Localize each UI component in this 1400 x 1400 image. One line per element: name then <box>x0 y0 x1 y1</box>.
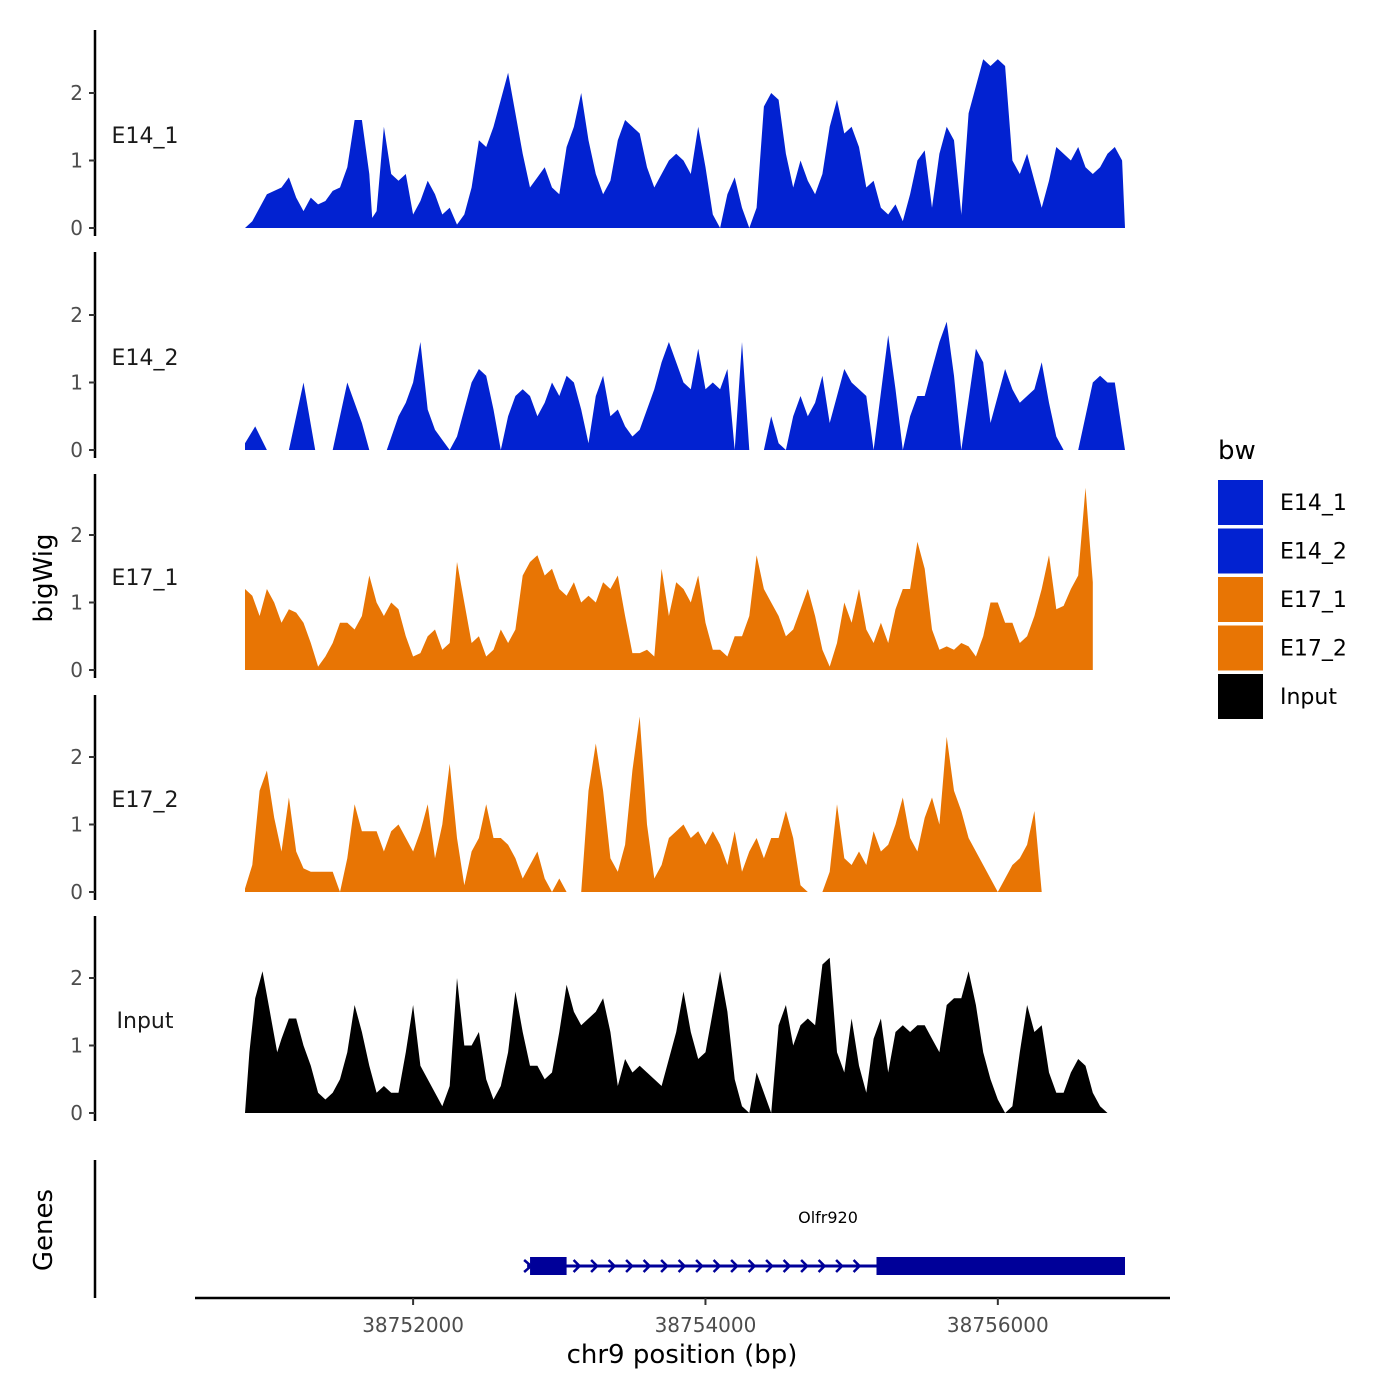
gene-strand-chevron-13 <box>800 1259 809 1273</box>
y-tick-label-E14_1-1: 1 <box>70 149 83 173</box>
area-Input <box>245 957 1108 1113</box>
gene-strand-chevron-4 <box>642 1259 652 1273</box>
area-E17_1 <box>245 487 1093 670</box>
legend-key-E17_2 <box>1218 625 1263 671</box>
gene-strand-chevron-2 <box>607 1259 617 1273</box>
gene-strand-chevron-15 <box>835 1259 844 1273</box>
gene-strand-chevron-10 <box>747 1259 757 1273</box>
y-tick-label-E14_2-2: 2 <box>70 303 83 327</box>
genes-title: Genes <box>29 1189 59 1271</box>
gene-strand-chevron-12 <box>782 1259 792 1273</box>
gene-strand-chevron-7 <box>695 1259 704 1273</box>
gene-strand-chevron-6 <box>677 1259 687 1273</box>
area-E14_1 <box>245 59 1125 228</box>
x-axis-title: chr9 position (bp) <box>567 1340 798 1370</box>
track-label-E14_2: E14_2 <box>112 346 179 371</box>
x-tick-label-38756000: 38756000 <box>947 1313 1049 1337</box>
legend-label-Input: Input <box>1280 685 1337 710</box>
gene-strand-chevron-16 <box>852 1259 862 1273</box>
legend-key-Input <box>1218 674 1263 719</box>
gene-strand-chevron-0 <box>572 1259 582 1273</box>
legend-key-E14_2 <box>1218 528 1263 574</box>
gene-exon-0 <box>530 1257 567 1275</box>
y-tick-label-Input-1: 1 <box>70 1034 83 1058</box>
y-tick-label-E17_2-2: 2 <box>70 745 83 769</box>
track-label-Input: Input <box>117 1009 174 1034</box>
gene-exon-1 <box>876 1257 1125 1275</box>
area-E14_2 <box>245 321 1125 450</box>
y-tick-label-E17_1-0: 0 <box>70 658 83 682</box>
legend-label-E17_1: E17_1 <box>1280 588 1347 613</box>
gene-strand-chevron-11 <box>765 1259 774 1273</box>
y-tick-label-Input-2: 2 <box>70 966 83 990</box>
y-axis-title: bigWig <box>29 533 59 622</box>
y-tick-label-E14_1-2: 2 <box>70 81 83 105</box>
y-tick-label-E14_2-1: 1 <box>70 371 83 395</box>
track-label-E14_1: E14_1 <box>112 124 179 149</box>
gene-strand-chevron-8 <box>712 1259 722 1273</box>
y-tick-label-E14_1-0: 0 <box>70 216 83 240</box>
y-tick-label-Input-0: 0 <box>70 1101 83 1125</box>
legend-title: bw <box>1218 436 1256 466</box>
area-E17_2 <box>245 716 1049 892</box>
gene-strand-chevron-9 <box>730 1259 739 1273</box>
legend-key-E17_1 <box>1218 577 1263 622</box>
y-tick-label-E17_1-1: 1 <box>70 591 83 615</box>
gene-strand-chevron-1 <box>590 1259 599 1273</box>
x-tick-label-38752000: 38752000 <box>362 1313 464 1337</box>
gene-strand-chevron-5 <box>660 1259 669 1273</box>
gene-strand-chevron-14 <box>817 1259 827 1273</box>
y-tick-label-E17_2-1: 1 <box>70 813 83 837</box>
legend-label-E14_2: E14_2 <box>1280 540 1347 565</box>
gene-label-Olfr920: Olfr920 <box>798 1208 858 1227</box>
legend-label-E17_2: E17_2 <box>1280 637 1347 662</box>
legend-label-E14_1: E14_1 <box>1280 491 1347 516</box>
y-tick-label-E17_2-0: 0 <box>70 880 83 904</box>
legend-key-E14_1 <box>1218 480 1263 525</box>
track-label-E17_1: E17_1 <box>112 566 179 591</box>
track-label-E17_2: E17_2 <box>112 788 179 813</box>
x-tick-label-38754000: 38754000 <box>655 1313 757 1337</box>
y-tick-label-E17_1-2: 2 <box>70 523 83 547</box>
y-tick-label-E14_2-0: 0 <box>70 438 83 462</box>
gene-strand-chevron-3 <box>625 1259 634 1273</box>
